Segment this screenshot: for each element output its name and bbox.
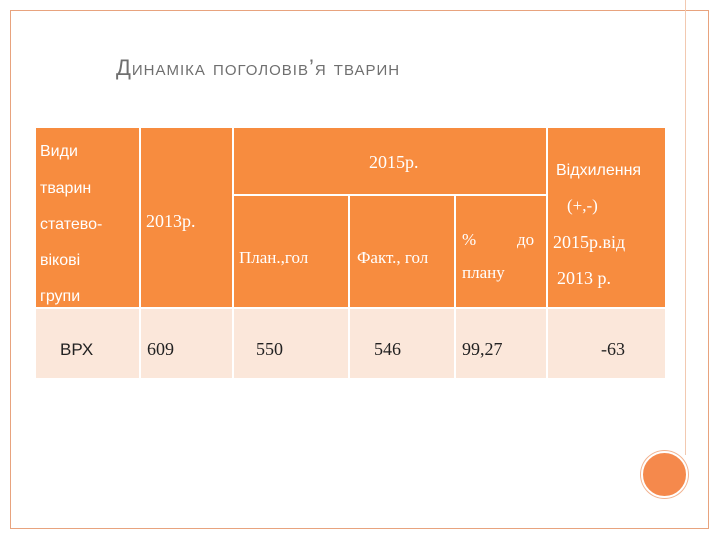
header-pct-label: плану (462, 263, 505, 282)
decorative-circle (641, 451, 688, 498)
grid-line (232, 128, 234, 378)
header-col-deviation (547, 128, 665, 308)
header-groups-line: вікові (40, 252, 81, 269)
header-col-pct (455, 195, 547, 308)
row-cell-group (36, 308, 140, 378)
row-group-value: ВРХ (60, 340, 94, 359)
row-cell-fact (349, 308, 455, 378)
header-col-2013 (140, 128, 233, 308)
row-cell-deviation (547, 308, 665, 378)
header-2013-label: 2013р. (146, 211, 196, 231)
row-deviation-value: -63 (601, 339, 625, 359)
slide-frame (10, 10, 709, 529)
grid-line (139, 128, 141, 378)
header-col-fact (349, 195, 455, 308)
header-deviation-line: Відхилення (556, 162, 642, 179)
row-cell-2013 (140, 308, 233, 378)
header-col-groups (36, 128, 140, 308)
header-plan-label: План.,гол (239, 248, 309, 267)
row-pct-value: 99,27 (462, 339, 503, 359)
slide-title: Динаміка поголовів’я тварин (116, 55, 401, 80)
header-deviation-line: (+,-) (567, 196, 598, 215)
grid-line (233, 194, 547, 196)
header-groups-line: групи (40, 288, 81, 305)
grid-line (546, 128, 548, 378)
decorative-vertical-line (685, 0, 686, 455)
grid-line (348, 195, 350, 378)
row-2013-value: 609 (147, 339, 174, 359)
header-deviation-line: 2015р.від (553, 232, 626, 252)
grid-line (454, 195, 456, 378)
header-pct-label: до (517, 230, 535, 249)
row-cell-plan (233, 308, 349, 378)
header-groups-line: тварин (40, 180, 92, 197)
header-pct-label: % (462, 230, 477, 249)
header-deviation-line: 2013 р. (557, 268, 611, 288)
header-groups-line: Види (40, 143, 78, 160)
header-groups-line: статево- (40, 216, 103, 233)
row-fact-value: 546 (374, 339, 401, 359)
header-col-plan (233, 195, 349, 308)
header-2015-group (233, 128, 547, 195)
row-cell-pct (455, 308, 547, 378)
header-2015-label: 2015р. (369, 152, 419, 172)
header-fact-label: Факт., гол (357, 248, 429, 267)
row-plan-value: 550 (256, 339, 283, 359)
grid-line (36, 307, 665, 309)
